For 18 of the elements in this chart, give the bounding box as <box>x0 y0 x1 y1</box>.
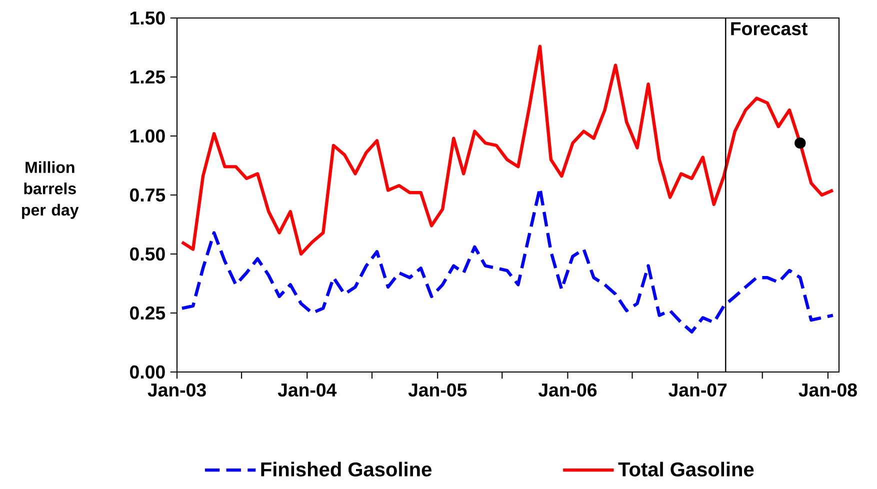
x-tick-label: Jan-06 <box>538 383 597 397</box>
y-tick-label: 0.25 <box>130 306 166 320</box>
y-tick-label: 0.75 <box>130 188 166 202</box>
y-tick-label: 0.00 <box>130 365 165 379</box>
x-tick-label: Jan-03 <box>148 383 206 397</box>
x-tick-label: Jan-04 <box>278 383 337 397</box>
x-tick-label: Jan-07 <box>668 383 727 397</box>
y-axis-title: Million barrels per day <box>22 161 79 219</box>
x-tick-label: Jan-05 <box>408 383 467 397</box>
y-tick-label: 1.00 <box>130 129 165 143</box>
x-tick-label: Jan-08 <box>798 383 857 397</box>
y-tick-label: 1.25 <box>130 70 166 84</box>
legend-label: Total Gasoline <box>618 462 754 476</box>
ref-line-label: Forecast <box>731 22 808 36</box>
y-tick-label: 0.50 <box>130 247 165 261</box>
legend-label: Finished Gasoline <box>261 462 432 476</box>
y-tick-label: 1.50 <box>130 11 165 25</box>
line-series <box>180 44 835 256</box>
